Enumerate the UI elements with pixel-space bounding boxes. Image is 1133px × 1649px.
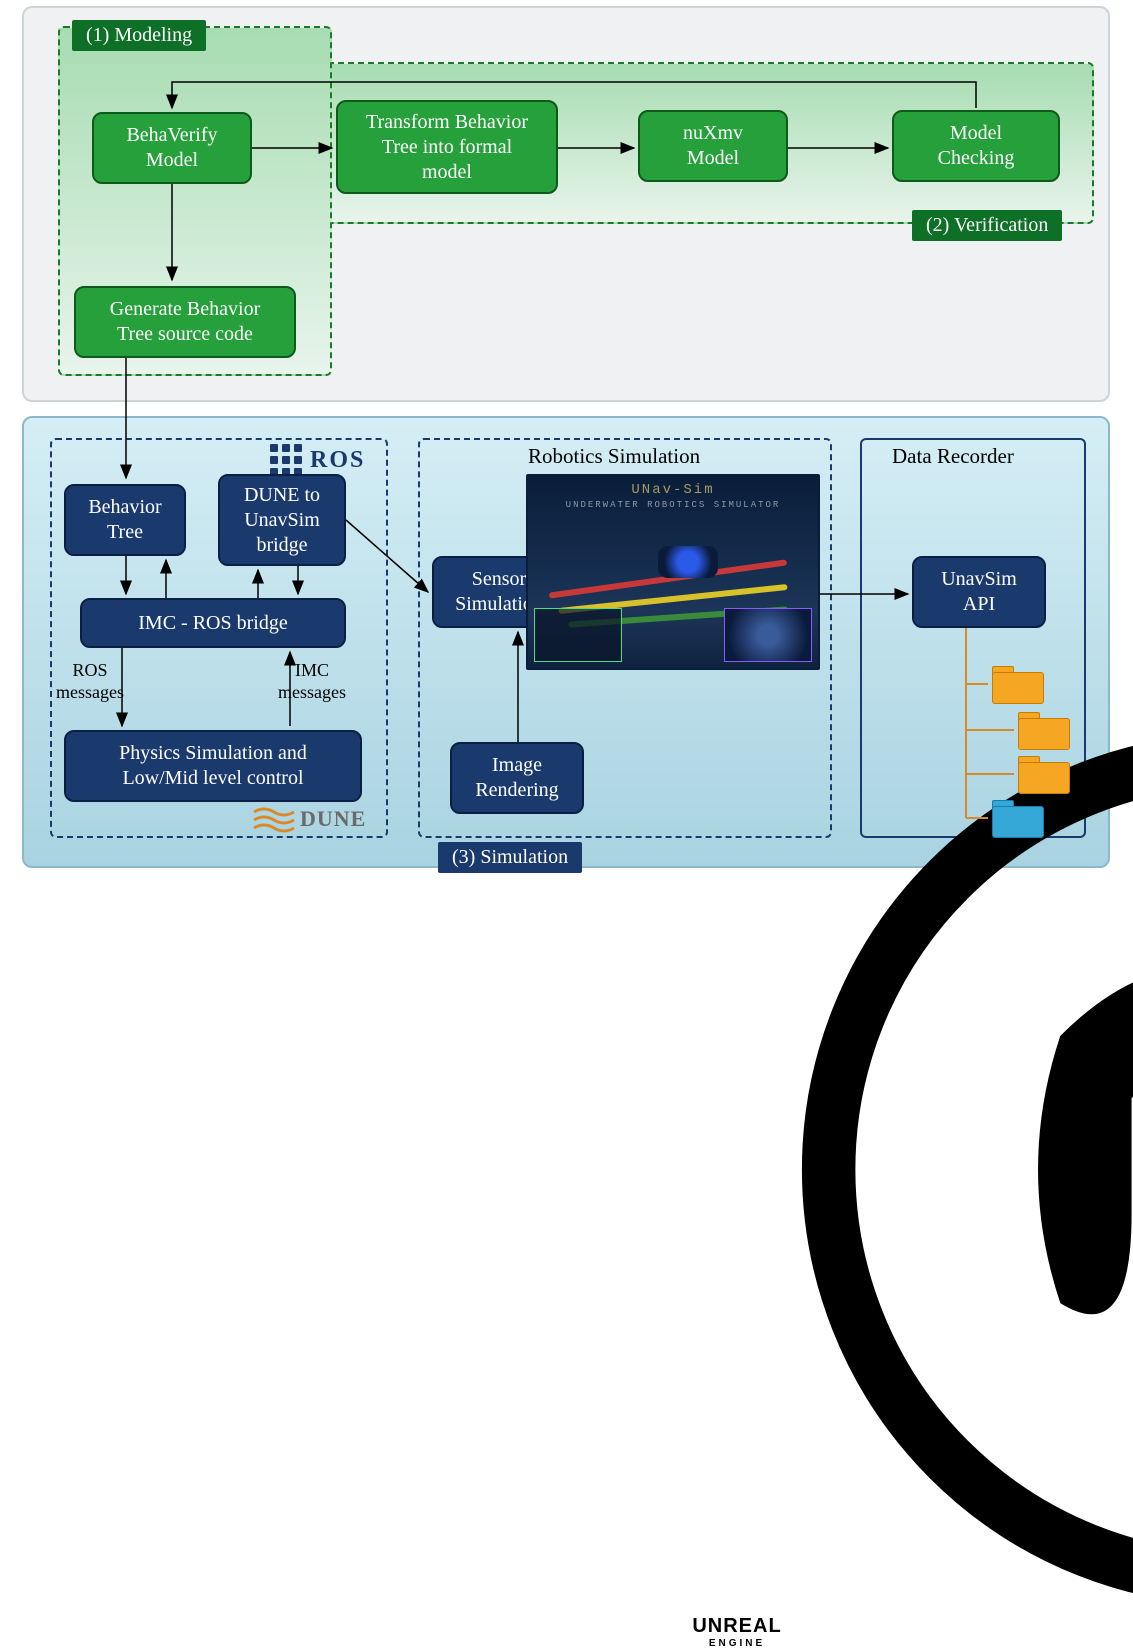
- behaverify-node: BehaVerifyModel: [92, 112, 252, 184]
- sim-img-sub: UNDERWATER ROBOTICS SIMULATOR: [528, 500, 818, 510]
- nuxmv-node: nuXmvModel: [638, 110, 788, 182]
- unavsim-api-node: UnavSimAPI: [912, 556, 1046, 628]
- sim-title: Robotics Simulation: [528, 444, 700, 469]
- folder-icon: [992, 800, 1042, 836]
- simulation-label: (3) Simulation: [438, 842, 582, 873]
- simulator-screenshot: UNav-Sim UNDERWATER ROBOTICS SIMULATOR: [526, 474, 820, 670]
- modeling-label: (1) Modeling: [72, 20, 206, 51]
- folder-icon: [1018, 712, 1068, 748]
- checking-node: ModelChecking: [892, 110, 1060, 182]
- unreal-text: UNREAL: [672, 1615, 802, 1638]
- physics-node: Physics Simulation andLow/Mid level cont…: [64, 730, 362, 802]
- imc-ros-node: IMC - ROS bridge: [80, 598, 346, 648]
- dune-bridge-node: DUNE toUnavSimbridge: [218, 474, 346, 566]
- ros-logo: ROS: [270, 444, 365, 476]
- dune-logo-text: DUNE: [300, 806, 366, 832]
- ros-messages-label: ROSmessages: [56, 660, 124, 703]
- recorder-title: Data Recorder: [892, 444, 1014, 469]
- image-render-node: ImageRendering: [450, 742, 584, 814]
- generate-node: Generate BehaviorTree source code: [74, 286, 296, 358]
- folder-icon: [1018, 756, 1068, 792]
- unreal-sub: ENGINE: [672, 1638, 802, 1649]
- transform-node: Transform BehaviorTree into formalmodel: [336, 100, 558, 194]
- imc-messages-label: IMCmessages: [278, 660, 346, 703]
- dune-waves-icon: [252, 806, 296, 839]
- folder-icon: [992, 666, 1042, 702]
- ros-logo-text: ROS: [310, 447, 365, 474]
- verification-label: (2) Verification: [912, 210, 1062, 241]
- ros-dots-icon: [270, 444, 302, 476]
- sim-img-title: UNav-Sim: [528, 482, 818, 498]
- unreal-logo: UNREAL ENGINE: [672, 724, 802, 1649]
- behavior-tree-node: BehaviorTree: [64, 484, 186, 556]
